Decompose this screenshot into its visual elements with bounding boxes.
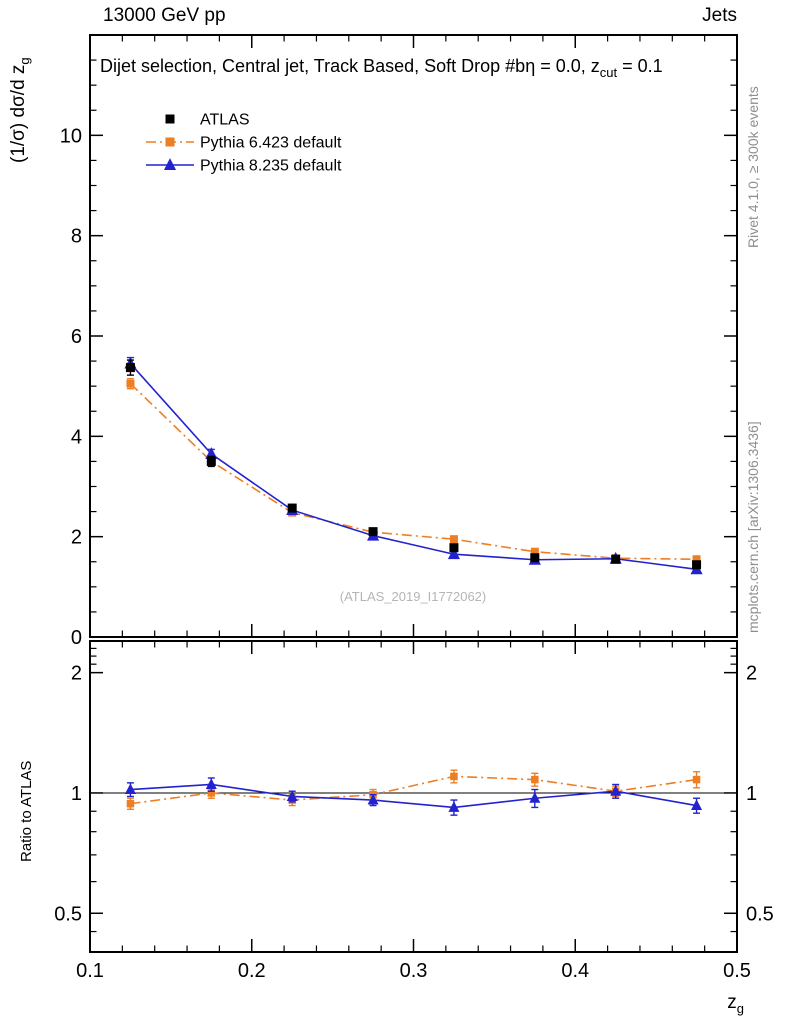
y-axis-label-group: (1/σ) dσ/d zg [8, 57, 32, 163]
mcplots-arxiv-note: mcplots.cern.ch [arXiv:1306.3436] [745, 421, 761, 633]
data-point [449, 535, 458, 544]
ratio-data-point [367, 793, 379, 805]
legend: ATLAS Pythia 6.423 default Pythia 8.235 de… [146, 112, 342, 175]
plot-title-main: Dijet selection, Central jet, Track Base… [100, 56, 600, 76]
ratio-data-point [126, 799, 135, 808]
legend-label-2: Pythia 8.235 default [200, 158, 342, 175]
ratio-tick-label-right: 2 [746, 663, 757, 685]
legend-marker [163, 158, 177, 170]
ratio-data-point [691, 799, 703, 811]
data-point [126, 379, 135, 388]
y-tick-label: 8 [71, 226, 82, 248]
atlas-data-point [530, 553, 540, 563]
x-tick-label: 0.4 [561, 960, 589, 982]
ratio-data-point [529, 792, 541, 803]
legend-label-1: Pythia 6.423 default [200, 135, 342, 152]
series-line-pythia-8.235-default [129, 363, 697, 571]
rivet-note-group: Rivet 4.1.0, ≥ 300k events [745, 86, 761, 248]
atlas-data-point [368, 527, 378, 537]
chart-layer: 0.1 0.2 0.3 0.4 0.5 0 2 4 6 8 10 0.5 0.5 1 1 2 2 [54, 34, 774, 982]
atlas-data-point [692, 560, 702, 570]
rivet-version-note: Rivet 4.1.0, ≥ 300k events [745, 86, 761, 248]
x-axis-label-subscript: g [737, 1001, 744, 1016]
data-point [447, 547, 460, 560]
ratio-data-point [124, 783, 136, 795]
legend-marker [165, 137, 175, 147]
y-axis-label: (1/σ) dσ/d zg [8, 57, 32, 163]
ratio-tick-label-left: 0.5 [54, 903, 82, 925]
atlas-data-point [287, 503, 297, 513]
x-tick-label: 0.5 [723, 960, 751, 982]
analysis-id-watermark: (ATLAS_2019_I1772062) [340, 589, 486, 604]
y-tick-label: 10 [60, 125, 82, 147]
y-tick-label: 6 [71, 326, 82, 348]
ratio-data-point [610, 785, 622, 796]
ratio-data-point [692, 775, 701, 784]
x-tick-label: 0.2 [238, 960, 266, 982]
ratio-tick-label-right: 0.5 [746, 903, 774, 925]
ratio-data-point [531, 775, 539, 784]
ratio-tick-label-right: 1 [746, 783, 757, 805]
data-point [692, 555, 701, 564]
x-tick-label: 0.3 [400, 960, 428, 982]
atlas-data-point [449, 543, 459, 553]
ratio-data-point [450, 772, 458, 781]
ratio-axis-label: Ratio to ATLAS [18, 761, 35, 862]
legend-label-0: ATLAS [200, 112, 250, 129]
observable-label: Jets [702, 5, 737, 26]
ratio-tick-label-left: 2 [71, 663, 82, 685]
atlas-data-point [611, 554, 621, 564]
ratio-frame [89, 640, 738, 953]
ratio-data-point [448, 801, 460, 812]
plot-title-subscript: cut [600, 65, 618, 80]
series-line-pythia-6.423-default [129, 383, 697, 561]
y-tick-label: 2 [71, 527, 82, 549]
data-point [530, 547, 539, 556]
plot-title: Dijet selection, Central jet, Track Base… [100, 56, 663, 80]
x-tick-label: 0.1 [76, 960, 104, 982]
ratio-axis-label-group: Ratio to ATLAS [18, 761, 35, 862]
plot-title-end: = 0.1 [617, 56, 663, 76]
atlas-data-point [125, 363, 135, 373]
x-axis-label-main: z [727, 992, 737, 1013]
ratio-data-point [207, 789, 216, 797]
atlas-data-point [206, 456, 216, 466]
main-frame [89, 34, 738, 638]
ratio-line-pythia-8.235-default [130, 783, 697, 809]
beam-energy-label: 13000 GeV pp [103, 5, 226, 26]
ratio-data-point [286, 790, 298, 801]
y-axis-label-main: (1/σ) dσ/d z [8, 65, 29, 163]
ratio-line-pythia-6.423-default [130, 775, 697, 805]
y-axis-label-subscript: g [17, 57, 32, 64]
mcplots-note-group: mcplots.cern.ch [arXiv:1306.3436] [745, 421, 761, 633]
ratio-tick-label-left: 1 [71, 783, 82, 805]
ratio-data-point [205, 778, 217, 789]
y-tick-label: 4 [71, 426, 82, 448]
legend-marker [165, 114, 175, 124]
x-axis-label: zg [727, 992, 744, 1016]
y-tick-label: 0 [71, 627, 82, 649]
